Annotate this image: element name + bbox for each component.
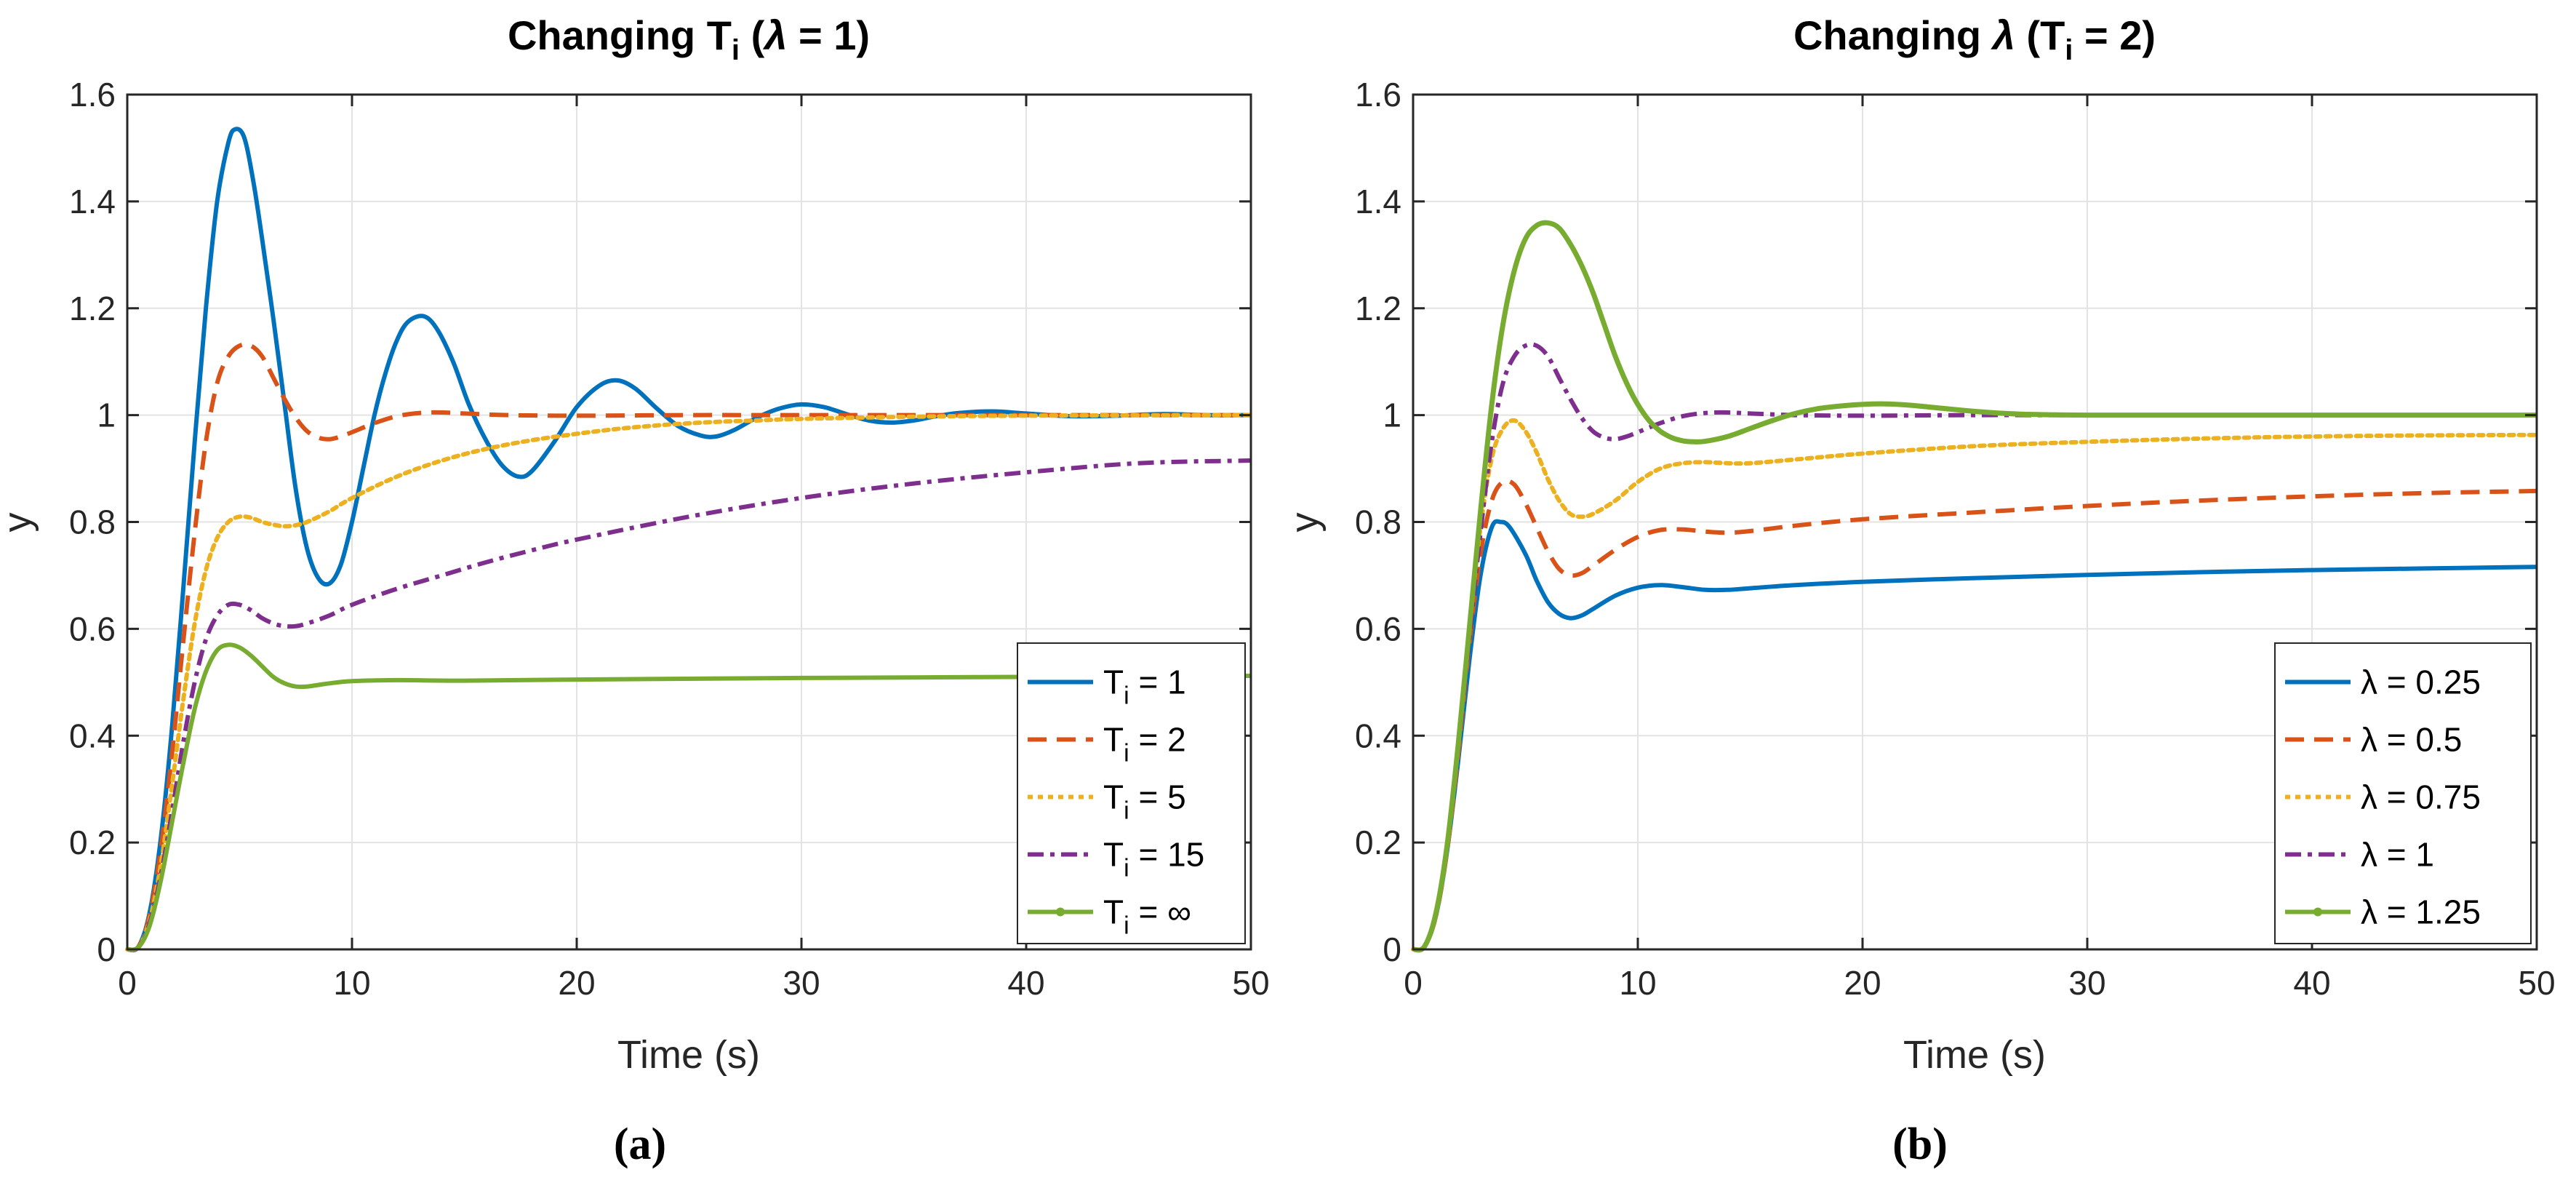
y-tick-label: 0 bbox=[1383, 930, 1401, 968]
legend-label-main: T bbox=[1103, 836, 1124, 874]
legend-label-main: T bbox=[1103, 893, 1124, 931]
legend-label-rest: = 1 bbox=[1129, 663, 1186, 701]
y-tick-label: 0.8 bbox=[1355, 503, 1401, 541]
legend-label-rest: = 2 bbox=[1129, 721, 1186, 759]
legend-label-5: Ti = ∞ bbox=[1103, 893, 1191, 940]
x-tick-label: 10 bbox=[1619, 964, 1656, 1002]
series-line-1 bbox=[127, 127, 1252, 953]
legend-label-sub: i bbox=[1124, 797, 1129, 825]
legend-label-2: Ti = 2 bbox=[1103, 721, 1186, 768]
legend-label-4: λ = 1 bbox=[2361, 836, 2434, 874]
y-tick-label: 1.4 bbox=[69, 183, 116, 220]
y-tick-label: 0.8 bbox=[69, 503, 116, 541]
legend-label-1: Ti = 1 bbox=[1103, 663, 1186, 710]
legend-label-main: λ = 0.75 bbox=[2361, 778, 2481, 816]
x-tick-label: 50 bbox=[1232, 964, 1269, 1002]
y-tick-label: 0.6 bbox=[1355, 610, 1401, 647]
y-tick-label: 0 bbox=[97, 930, 116, 968]
panel-b-title-sub: i bbox=[2065, 34, 2073, 66]
legend-label-3: Ti = 5 bbox=[1103, 778, 1186, 825]
panel-a-series bbox=[125, 127, 1253, 953]
x-tick-label: 50 bbox=[2518, 964, 2555, 1002]
series-line-2 bbox=[127, 342, 1251, 952]
panel-b-title: Changing λ (Ti = 2) bbox=[1793, 12, 2156, 66]
series-line-5 bbox=[127, 642, 1252, 952]
legend-label-main: T bbox=[1103, 778, 1124, 816]
y-tick-label: 1.2 bbox=[1355, 290, 1401, 327]
legend-label-4: Ti = 15 bbox=[1103, 836, 1204, 882]
legend-label-sub: i bbox=[1124, 740, 1129, 768]
y-tick-label: 1 bbox=[97, 396, 116, 434]
y-tick-label: 0.2 bbox=[1355, 824, 1401, 861]
legend-label-main: λ = 0.25 bbox=[2361, 663, 2481, 701]
legend-label-rest: = ∞ bbox=[1129, 893, 1191, 931]
x-tick-label: 40 bbox=[2293, 964, 2330, 1002]
legend-box bbox=[2274, 642, 2532, 944]
y-tick-label: 1.6 bbox=[1355, 76, 1401, 113]
legend-label-rest: = 5 bbox=[1129, 778, 1186, 816]
legend-label-sub: i bbox=[1124, 912, 1129, 940]
panel-a-ylabel: y bbox=[0, 513, 39, 533]
x-tick-label: 0 bbox=[1404, 964, 1423, 1002]
x-tick-label: 0 bbox=[118, 964, 137, 1002]
x-tick-label: 40 bbox=[1007, 964, 1044, 1002]
panel-b-ylabel: y bbox=[1283, 513, 1327, 533]
panel-a-xlabel: Time (s) bbox=[617, 1033, 760, 1077]
y-tick-label: 1 bbox=[1383, 396, 1401, 434]
x-tick-label: 20 bbox=[1844, 964, 1881, 1002]
panel-b-legend: λ = 0.25 λ = 0.5 λ = 0.75 λ = 1 λ = 1.25 bbox=[2274, 642, 2532, 944]
x-tick-label: 30 bbox=[783, 964, 820, 1002]
panel-a-title-rest: (λ = 1) bbox=[740, 12, 870, 58]
legend-label-main: T bbox=[1103, 663, 1124, 701]
legend-label-sub: i bbox=[1124, 855, 1129, 882]
panel-a-caption: (a) bbox=[614, 1120, 666, 1169]
y-tick-label: 1.4 bbox=[1355, 183, 1401, 220]
panel-a-title-sub: i bbox=[732, 34, 740, 66]
legend-label-main: λ = 1.25 bbox=[2361, 893, 2481, 931]
series-line-4 bbox=[127, 458, 1252, 952]
panel-a-ticks: 0 10 20 30 40 50 0 0.2 0.4 0.6 0.8 1 1.2 1.4 1.6 bbox=[69, 76, 1270, 1002]
legend-label-main: T bbox=[1103, 721, 1124, 759]
y-tick-label: 0.2 bbox=[69, 824, 116, 861]
panel-a: 0 10 20 30 40 50 0 0.2 0.4 0.6 0.8 1 1.2 1.4 1.6 Chang… bbox=[0, 12, 1270, 1169]
legend-marker bbox=[2313, 907, 2322, 917]
legend-label-3: λ = 0.75 bbox=[2361, 778, 2481, 816]
y-tick-label: 1.6 bbox=[69, 76, 116, 113]
panel-b: 0 10 20 30 40 50 0 0.2 0.4 0.6 0.8 1 1.2 1.4 1.6 Chang… bbox=[1283, 12, 2556, 1169]
legend-label-5: λ = 1.25 bbox=[2361, 893, 2481, 931]
legend-label-rest: = 15 bbox=[1129, 836, 1205, 874]
legend-box bbox=[1017, 642, 1246, 944]
panel-b-title-rest: = 2) bbox=[2073, 12, 2156, 58]
panel-b-caption: (b) bbox=[1892, 1120, 1948, 1169]
y-tick-label: 0.4 bbox=[1355, 717, 1401, 754]
legend-label-main: λ = 1 bbox=[2361, 836, 2434, 874]
series-line-5 bbox=[1412, 220, 2537, 953]
panel-b-ticks: 0 10 20 30 40 50 0 0.2 0.4 0.6 0.8 1 1.2 1.4 1.6 bbox=[1355, 76, 2556, 1002]
x-tick-label: 10 bbox=[333, 964, 370, 1002]
panel-b-series bbox=[1411, 220, 2539, 953]
panel-a-title: Changing Ti (λ = 1) bbox=[508, 12, 870, 66]
y-tick-label: 0.4 bbox=[69, 717, 116, 754]
x-tick-label: 20 bbox=[558, 964, 595, 1002]
series-line-2 bbox=[1412, 478, 2537, 952]
y-tick-label: 1.2 bbox=[69, 290, 116, 327]
panel-b-xlabel: Time (s) bbox=[1903, 1033, 2046, 1077]
legend-label-sub: i bbox=[1124, 682, 1129, 710]
y-tick-label: 0.6 bbox=[69, 610, 116, 647]
legend-label-main: λ = 0.5 bbox=[2361, 721, 2462, 759]
legend-marker bbox=[1056, 907, 1065, 917]
legend-label-1: λ = 0.25 bbox=[2361, 663, 2481, 701]
x-tick-label: 30 bbox=[2068, 964, 2105, 1002]
series-line-3 bbox=[125, 412, 1253, 952]
legend-label-2: λ = 0.5 bbox=[2361, 721, 2462, 759]
